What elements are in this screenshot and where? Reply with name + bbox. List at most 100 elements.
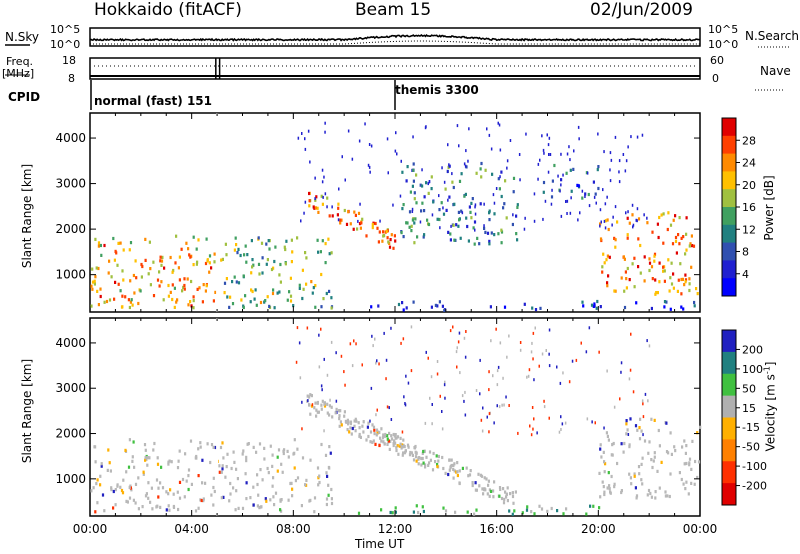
data-cell <box>149 267 151 270</box>
data-cell <box>629 278 631 281</box>
data-cell <box>524 303 526 306</box>
data-cell <box>135 259 137 262</box>
data-cell <box>446 209 448 212</box>
data-cell <box>224 282 226 285</box>
data-cell <box>406 179 408 182</box>
data-cell <box>145 259 147 262</box>
data-cell <box>503 498 505 501</box>
data-cell <box>507 499 509 502</box>
data-cell <box>390 511 392 514</box>
data-cell <box>551 189 553 192</box>
y-tick-label: 2000 <box>55 222 86 236</box>
data-cell <box>125 470 127 473</box>
velocity-colorbar-tick-label: -200 <box>742 480 767 493</box>
data-cell <box>400 342 402 345</box>
y-tick-label: 2000 <box>55 427 86 441</box>
data-cell <box>351 432 353 435</box>
data-cell <box>359 426 361 429</box>
data-cell <box>659 444 661 447</box>
data-cell <box>601 265 603 268</box>
data-cell <box>596 300 598 303</box>
data-cell <box>291 260 293 263</box>
data-cell <box>543 152 545 155</box>
data-cell <box>229 492 231 495</box>
data-cell <box>667 228 669 231</box>
data-cell <box>113 490 115 493</box>
data-cell <box>474 205 476 208</box>
data-cell <box>647 452 649 455</box>
data-cell <box>372 223 374 226</box>
data-cell <box>331 205 333 208</box>
data-cell <box>336 408 338 411</box>
data-cell <box>267 295 269 298</box>
data-cell <box>644 255 646 258</box>
data-cell <box>290 277 292 280</box>
data-cell <box>120 289 122 292</box>
data-cell <box>481 487 483 490</box>
data-cell <box>570 212 572 215</box>
data-cell <box>426 351 428 354</box>
data-cell <box>382 230 384 233</box>
data-cell <box>191 483 193 486</box>
x-tick-label: 00:00 <box>73 522 108 536</box>
data-cell <box>395 449 397 452</box>
data-cell <box>190 280 192 283</box>
data-cell <box>128 298 130 301</box>
data-cell <box>329 214 331 217</box>
data-cell <box>201 481 203 484</box>
data-cell <box>387 240 389 243</box>
data-cell <box>198 507 200 510</box>
data-cell <box>693 301 695 304</box>
velocity-colorbar-swatch <box>722 374 736 396</box>
data-cell <box>679 262 681 265</box>
data-cell <box>669 472 671 475</box>
data-cell <box>488 242 490 245</box>
data-cell <box>355 429 357 432</box>
data-cell <box>624 258 626 261</box>
data-cell <box>623 451 625 454</box>
data-cell <box>489 412 491 415</box>
data-cell <box>252 290 254 293</box>
data-cell <box>265 500 267 503</box>
data-cell <box>129 486 131 489</box>
data-cell <box>125 500 127 503</box>
data-cell <box>345 421 347 424</box>
data-cell <box>543 400 545 403</box>
data-cell <box>503 404 505 407</box>
data-cell <box>99 288 101 291</box>
data-cell <box>630 369 632 372</box>
data-cell <box>335 351 337 354</box>
data-cell <box>274 306 276 309</box>
data-cell <box>534 192 536 195</box>
data-cell <box>256 304 258 307</box>
data-cell <box>452 326 454 329</box>
data-cell <box>458 211 460 214</box>
data-cell <box>603 427 605 430</box>
data-cell <box>151 487 153 490</box>
x-tick-label: 12:00 <box>378 522 413 536</box>
data-cell <box>146 492 148 495</box>
data-cell <box>401 207 403 210</box>
power-colorbar-swatch <box>722 189 736 207</box>
data-cell <box>654 293 656 296</box>
data-cell <box>184 495 186 498</box>
data-cell <box>673 219 675 222</box>
data-cell <box>266 263 268 266</box>
data-cell <box>441 410 443 413</box>
data-cell <box>423 462 425 465</box>
data-cell <box>658 236 660 239</box>
data-cell <box>654 278 656 281</box>
data-cell <box>502 487 504 490</box>
data-cell <box>641 482 643 485</box>
data-cell <box>612 216 614 219</box>
data-cell <box>297 476 299 479</box>
data-cell <box>322 196 324 199</box>
data-cell <box>129 497 131 500</box>
data-cell <box>341 355 343 358</box>
data-cell <box>633 390 635 393</box>
data-cell <box>442 507 444 510</box>
data-cell <box>342 155 344 158</box>
data-cell <box>337 207 339 210</box>
data-cell <box>171 460 173 463</box>
data-cell <box>577 218 579 221</box>
